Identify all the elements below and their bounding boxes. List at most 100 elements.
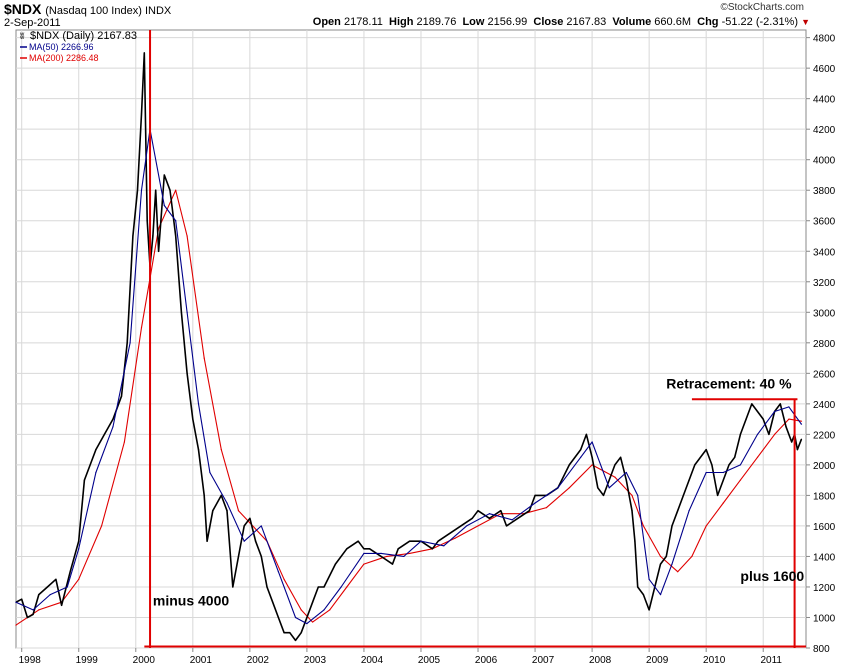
ma200-point [78,578,80,580]
ndx-price-point [785,426,787,428]
series-layer [15,52,803,642]
ndx-price-point [140,113,143,115]
ma200-point [614,476,616,478]
ma200-point [220,449,222,451]
ndx-price-point [46,586,48,588]
ma200-point [300,609,302,611]
ndx-price-point [580,449,582,451]
ndx-price-point [528,510,530,512]
ndx-price-point [192,418,194,420]
x-tick-label: 2002 [247,655,270,666]
ndx-price-point [32,613,34,616]
axes: 800 1000 1200 1400 1600 1800 2000 2200 2400 2600 2… [19,34,836,666]
y-tick-label: 2000 [813,461,836,472]
ndx-price-point [312,601,314,603]
ma50-point [306,622,308,625]
ndx-price-point [243,525,245,527]
ma200-point [591,464,593,466]
low-label: Low [462,16,485,28]
ma50-point [420,540,422,542]
ndx-price-point [614,464,616,466]
ndx-price-point [155,189,157,191]
ma200-point [568,487,570,489]
x-tick-label: 2010 [703,655,726,666]
ndx-price-point [206,540,208,542]
open-value: 2178.11 [343,16,383,28]
y-tick-label: 2800 [813,339,836,350]
ma200-point [175,189,177,191]
ma200-point [774,433,776,435]
ndx-price-point [249,517,251,519]
ndx-price-point [460,525,462,527]
y-tick-label: 2600 [813,369,836,380]
ndx-price-point [260,555,262,558]
ndx-price-point [283,632,285,634]
legend-chart-icon: ʬ [20,31,25,41]
ndx-price-point [203,494,205,497]
ndx-price-point [143,52,145,54]
ma50-point [722,471,724,474]
ndx-price-point [800,438,803,440]
ndx-price-point [505,525,508,527]
ndx-price-point [152,235,154,237]
ma50-point [294,616,297,619]
ma200-point [642,525,645,527]
ndx-price-point [78,540,80,542]
ndx-price-point [568,464,570,466]
ndx-price-point [277,616,279,619]
ndx-price-point [146,220,148,222]
symbol-exchange: INDX [144,5,172,17]
ndx-price-point [688,479,690,481]
brand-logo: ©StockCharts.com [720,2,804,13]
ma200-point [631,494,633,497]
ma50-point [591,441,593,443]
low-value: 2156.99 [487,16,528,28]
ma200-point [363,563,365,565]
ma200-point [123,441,125,443]
ma50-point [637,494,639,497]
ndx-price-point [369,548,371,550]
ndx-price-point [745,418,747,420]
y-tick-label: 1600 [813,522,836,533]
ndx-price-point [711,464,713,466]
ma200-point [691,555,693,558]
x-tick-label: 2009 [646,655,669,666]
ndx-price-point [728,464,730,466]
ma200-point [203,357,205,359]
ndx-price-point [659,563,662,565]
y-tick-label: 4800 [813,34,836,45]
ndx-price-point [363,548,365,550]
ma200-point [545,507,548,509]
ndx-price-point [55,578,57,580]
ndx-price-point [306,616,308,619]
ma50-point [15,601,17,603]
ma50-point [129,342,131,344]
ma50-point [197,403,200,405]
ndx-price-point [534,494,536,497]
ndx-price-point [300,632,302,634]
ma50-point [226,502,228,504]
ma50-point [243,540,245,542]
x-tick-label: 2007 [532,655,555,666]
ndx-price-point [346,548,348,550]
ndx-price-point [477,510,479,512]
ma200-point [739,479,742,481]
ma50-point [608,487,610,489]
ma50-point [140,189,143,191]
x-tick-label: 2004 [361,655,384,666]
ndx-price-point [500,510,502,512]
ma200-point [454,537,456,539]
ndx-price-point [431,548,433,550]
ma50-point [403,555,405,558]
ndx-price-point [665,555,667,558]
open-label: Open [312,16,341,28]
ndx-price-point [751,403,753,405]
plot-frame [15,29,807,649]
grid-lines [15,29,807,649]
ma50-point [66,586,68,588]
ma50-point [466,525,468,527]
chart-date: 2-Sep-2011 [4,17,61,29]
ndx-price-point [323,586,325,588]
close-value: 2167.83 [566,16,607,28]
